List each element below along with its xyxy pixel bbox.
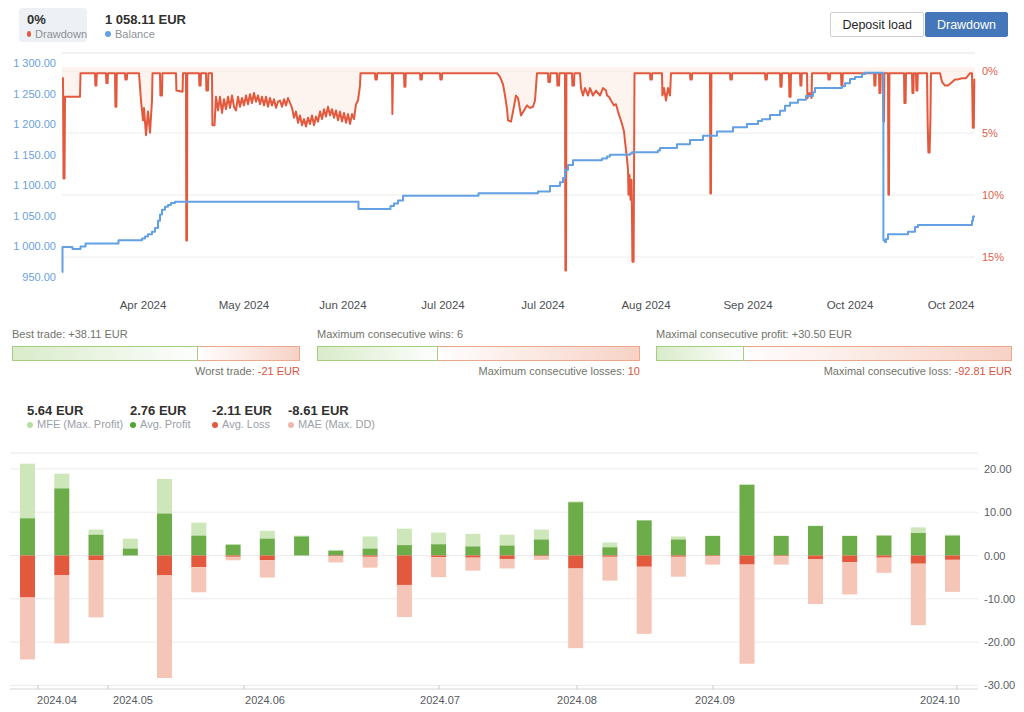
svg-text:2024.05: 2024.05 [113, 694, 153, 706]
stat-negative-label: Maximal consecutive loss: -92.81 EUR [656, 365, 1012, 377]
svg-text:1 200.00: 1 200.00 [13, 118, 56, 130]
svg-text:10.00: 10.00 [984, 506, 1012, 518]
svg-text:0%: 0% [982, 65, 998, 77]
svg-text:-20.00: -20.00 [984, 636, 1015, 648]
stat-negative-label: Maximum consecutive losses: 10 [317, 365, 640, 377]
drawdown-series-label: Drawdown [35, 27, 87, 41]
metric-legend-2: -2.11 EURAvg. Loss [212, 403, 272, 431]
svg-text:0.00: 0.00 [984, 550, 1005, 562]
svg-text:1 100.00: 1 100.00 [13, 179, 56, 191]
svg-text:1 300.00: 1 300.00 [13, 57, 56, 69]
svg-text:950.00: 950.00 [22, 271, 56, 283]
stat-block-1: Maximum consecutive wins: 6 Maximum conse… [317, 328, 640, 377]
metric-label: MFE (Max. Profit) [27, 418, 123, 431]
metric-dot [27, 422, 33, 428]
balance-current-value: 1 058.11 EUR [105, 13, 186, 27]
svg-text:Jun 2024: Jun 2024 [319, 299, 367, 311]
svg-text:2024.08: 2024.08 [557, 694, 597, 706]
chart-mode-switch: Deposit load Drawdown [830, 12, 1008, 37]
svg-text:Aug 2024: Aug 2024 [621, 299, 671, 311]
stat-bar-positive [656, 346, 744, 361]
metric-label: Avg. Loss [212, 418, 272, 431]
svg-text:2024.07: 2024.07 [420, 694, 460, 706]
metric-value: -2.11 EUR [212, 403, 272, 418]
stat-bar-negative [198, 346, 300, 361]
metric-value: -8.61 EUR [288, 403, 375, 418]
svg-text:15%: 15% [982, 251, 1004, 263]
svg-text:2024.06: 2024.06 [245, 694, 285, 706]
stat-ratio-bar [12, 346, 300, 361]
svg-text:2024.10: 2024.10 [920, 694, 960, 706]
drawdown-button[interactable]: Drawdown [925, 12, 1008, 37]
stat-negative-label: Worst trade: -21 EUR [12, 365, 300, 377]
svg-text:Jul 2024: Jul 2024 [421, 299, 465, 311]
svg-text:1 250.00: 1 250.00 [13, 88, 56, 100]
svg-text:1 050.00: 1 050.00 [13, 210, 56, 222]
metric-legend-3: -8.61 EURMAE (Max. DD) [288, 403, 375, 431]
stat-bar-positive [317, 346, 438, 361]
svg-text:10%: 10% [982, 189, 1004, 201]
metric-dot [288, 422, 294, 428]
stat-bar-positive [12, 346, 198, 361]
stat-bar-negative [438, 346, 640, 361]
metric-legend-1: 2.76 EURAvg. Profit [130, 403, 191, 431]
metric-dot [130, 422, 136, 428]
svg-text:Oct 2024: Oct 2024 [827, 299, 874, 311]
svg-text:May 2024: May 2024 [219, 299, 270, 311]
deposit-load-button[interactable]: Deposit load [830, 12, 924, 37]
stat-ratio-bar [317, 346, 640, 361]
svg-text:-30.00: -30.00 [984, 679, 1015, 691]
stat-positive-label: Maximal consecutive profit: +30.50 EUR [656, 328, 1012, 344]
svg-text:-10.00: -10.00 [984, 593, 1015, 605]
metric-legend-0: 5.64 EURMFE (Max. Profit) [27, 403, 123, 431]
svg-text:1 000.00: 1 000.00 [13, 240, 56, 252]
drawdown-legend-box: 0% Drawdown [19, 8, 87, 42]
balance-series-dot [105, 31, 111, 37]
svg-text:2024.04: 2024.04 [37, 694, 77, 706]
stat-ratio-bar [656, 346, 1012, 361]
svg-text:5%: 5% [982, 127, 998, 139]
stat-positive-label: Maximum consecutive wins: 6 [317, 328, 640, 344]
drawdown-series-dot [27, 31, 31, 37]
svg-text:Apr 2024: Apr 2024 [120, 299, 167, 311]
svg-text:Sep 2024: Sep 2024 [723, 299, 773, 311]
drawdown-current-value: 0% [27, 13, 87, 27]
stat-bar-negative [744, 346, 1012, 361]
stat-positive-label: Best trade: +38.11 EUR [12, 328, 300, 344]
balance-series-label: Balance [115, 27, 155, 41]
svg-text:Jul 2024: Jul 2024 [521, 299, 565, 311]
metric-value: 5.64 EUR [27, 403, 123, 418]
svg-text:Oct 2024: Oct 2024 [928, 299, 975, 311]
stat-block-2: Maximal consecutive profit: +30.50 EUR Ma… [656, 328, 1012, 377]
metric-dot [212, 422, 218, 428]
metric-value: 2.76 EUR [130, 403, 191, 418]
stat-block-0: Best trade: +38.11 EUR Worst trade: -21 E… [12, 328, 300, 377]
svg-text:2024.09: 2024.09 [695, 694, 735, 706]
balance-legend: 1 058.11 EUR Balance [105, 13, 186, 41]
metric-label: Avg. Profit [130, 418, 191, 431]
svg-text:20.00: 20.00 [984, 463, 1012, 475]
metric-label: MAE (Max. DD) [288, 418, 375, 431]
svg-text:1 150.00: 1 150.00 [13, 149, 56, 161]
